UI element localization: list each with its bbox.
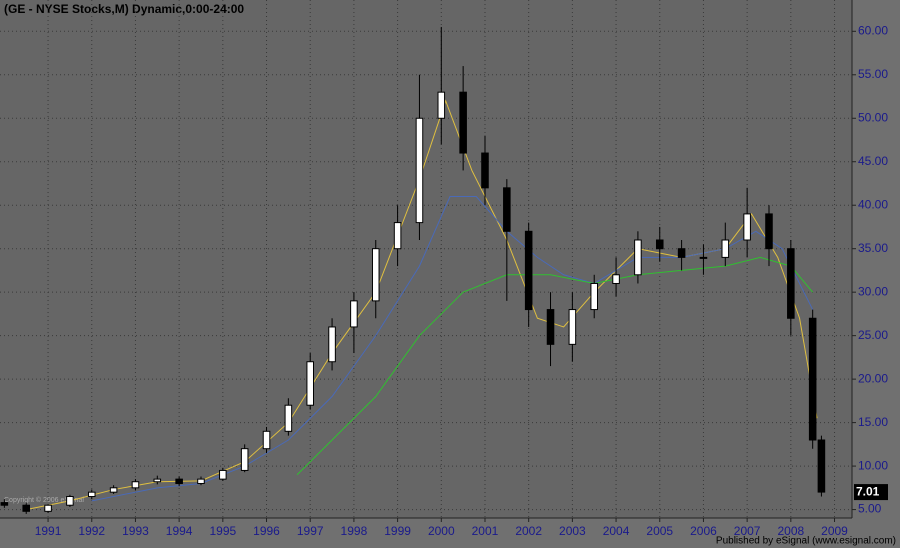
candle-body [415, 117, 424, 224]
candle-body [612, 274, 620, 284]
copyright: Copyright © 2006 eSignal [4, 496, 84, 504]
x-tick-label: 1991 [35, 524, 62, 538]
x-tick-label: 1993 [122, 524, 149, 538]
candle-body [197, 478, 205, 484]
candle-body [459, 91, 467, 154]
x-tick-label: 2009 [821, 524, 848, 538]
candle-body [284, 404, 293, 432]
last-price-box [854, 484, 888, 501]
x-tick-label: 1994 [166, 524, 193, 538]
moving-average [296, 256, 814, 476]
x-tick-label: 1999 [384, 524, 411, 538]
candle-body [0, 502, 9, 506]
candle-body [328, 326, 336, 363]
y-tick-label: 30.00 [858, 284, 888, 298]
candle-body [817, 439, 826, 493]
candle-body [44, 504, 52, 512]
y-tick-label: 35.00 [858, 241, 888, 255]
x-tick-label: 2005 [646, 524, 673, 538]
candle-body [393, 222, 402, 250]
candle-body [109, 487, 118, 493]
candle-body [677, 248, 686, 258]
candle-body [66, 496, 74, 506]
x-tick-label: 1997 [297, 524, 324, 538]
y-axis-area [852, 0, 900, 548]
y-tick-label: 45.00 [858, 154, 888, 168]
candle-body [699, 256, 708, 259]
y-tick-label: 25.00 [858, 328, 888, 342]
candle-body [721, 239, 730, 258]
candle-body [131, 481, 140, 489]
y-tick-label: 55.00 [858, 67, 888, 81]
x-tick-label: 2002 [515, 524, 542, 538]
moving-average [91, 196, 814, 502]
x-axis-area [0, 518, 852, 548]
candle-body [153, 478, 162, 483]
candle-body [437, 91, 446, 119]
x-tick-label: 2003 [559, 524, 586, 538]
y-tick-label: 5.00 [858, 502, 882, 516]
y-tick-label: 50.00 [858, 110, 888, 124]
x-tick-label: 2004 [603, 524, 630, 538]
candle-body [240, 448, 249, 471]
candle-body [350, 300, 358, 328]
candle-body [787, 248, 795, 319]
y-tick-label: 40.00 [858, 197, 888, 211]
x-tick-label: 1992 [78, 524, 105, 538]
x-tick-label: 2007 [734, 524, 761, 538]
x-tick-label: 1998 [341, 524, 368, 538]
candle-body [634, 239, 642, 276]
candle-body [87, 491, 96, 498]
candle-body [22, 504, 30, 512]
x-tick-label: 2000 [428, 524, 455, 538]
y-tick-label: 10.00 [858, 458, 888, 472]
candle-body [503, 187, 511, 232]
last-price: 7.01 [856, 484, 880, 498]
candle-body [546, 309, 555, 345]
chart-title: (GE - NYSE Stocks,M) Dynamic,0:00-24:00 [4, 2, 244, 16]
candle-body [524, 230, 533, 311]
x-tick-label: 2001 [472, 524, 499, 538]
candle-body [262, 430, 271, 450]
candle-body [590, 282, 598, 311]
candle-body [765, 213, 773, 250]
moving-average [26, 99, 818, 511]
x-tick-label: 2006 [690, 524, 717, 538]
candle-body [655, 239, 664, 250]
y-tick-label: 15.00 [858, 415, 888, 429]
x-tick-label: 1995 [209, 524, 236, 538]
candle-body [481, 152, 489, 189]
y-tick-label: 60.00 [858, 23, 888, 37]
candle-body [568, 309, 577, 345]
candle-body [219, 469, 227, 480]
candle-body [743, 213, 751, 241]
candle-body [808, 317, 817, 441]
y-tick-label: 20.00 [858, 371, 888, 385]
plot-area [0, 0, 852, 518]
x-tick-label: 2008 [777, 524, 804, 538]
candle-body [175, 478, 183, 484]
candle-body [371, 248, 380, 302]
footer: Published by eSignal (www.esignal.com) [716, 536, 896, 547]
candle-body [306, 361, 314, 406]
x-tick-label: 1996 [253, 524, 280, 538]
